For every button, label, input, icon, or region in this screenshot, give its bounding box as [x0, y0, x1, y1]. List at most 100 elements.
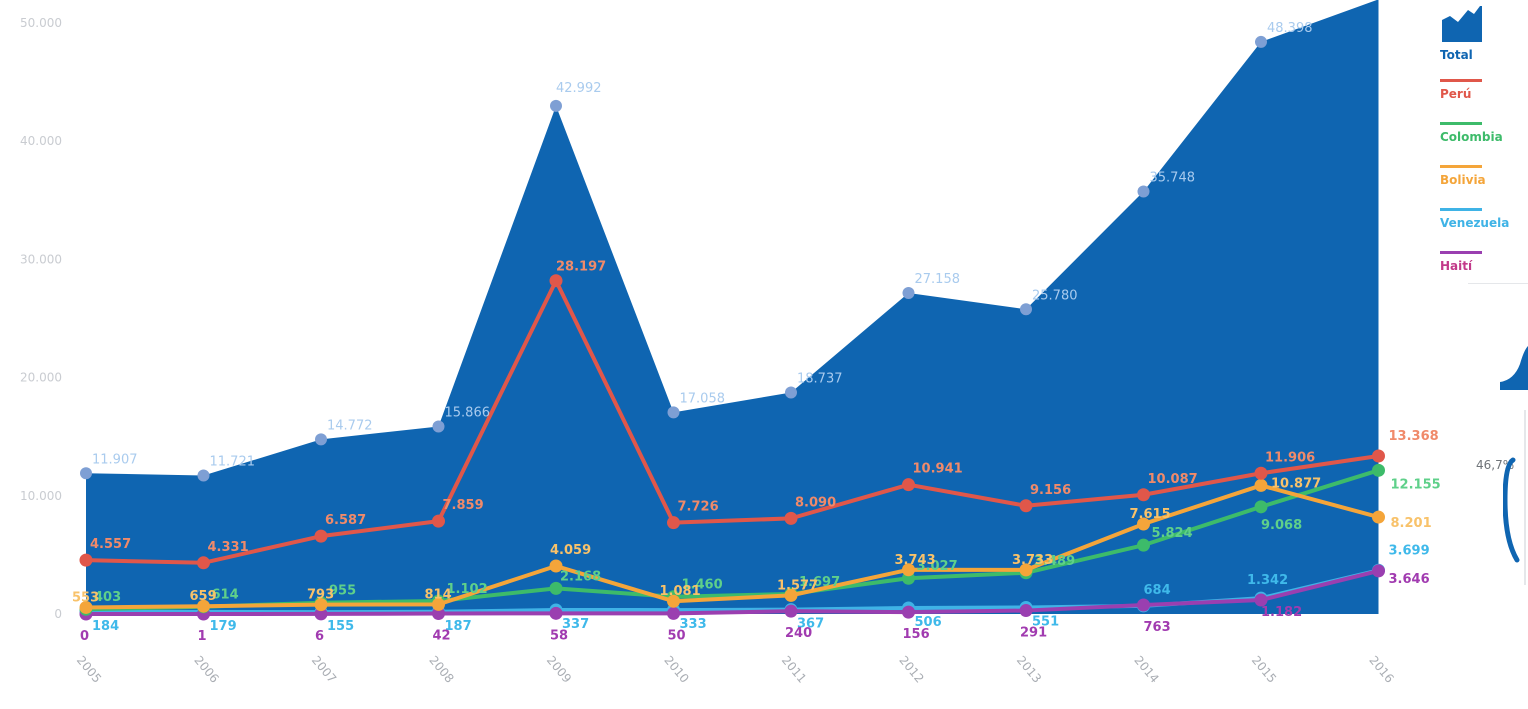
series-point: [432, 514, 445, 528]
data-label: 17.058: [680, 391, 726, 406]
data-label: 15.866: [445, 405, 491, 420]
area-chart-icon: [1442, 6, 1482, 42]
legend-item-venezuela[interactable]: Venezuela: [1436, 200, 1528, 243]
series-line-1: [85, 278, 1379, 565]
x-tick-label: 2016: [1366, 653, 1396, 685]
legend: Total Perú Colombia Bolivia Venezuela Ha…: [1436, 4, 1528, 286]
legend-label: Colombia: [1440, 130, 1503, 144]
legend-item-peru[interactable]: Perú: [1436, 71, 1528, 114]
series-point: [1254, 500, 1268, 514]
data-label: 553: [72, 590, 99, 605]
data-label: 58: [550, 628, 568, 643]
y-tick-label: 20.000: [20, 371, 62, 385]
data-label: 187: [445, 619, 472, 634]
total-point: [785, 386, 797, 399]
data-label: 6: [315, 629, 324, 644]
total-point: [80, 467, 92, 480]
series-point: [1019, 499, 1033, 513]
data-label: 659: [190, 589, 217, 604]
series-point: [314, 529, 328, 543]
total-point: [902, 286, 915, 299]
data-label: 240: [785, 626, 812, 641]
legend-item-colombia[interactable]: Colombia: [1436, 114, 1528, 157]
data-label: 4.331: [208, 540, 249, 555]
data-label: 6.587: [325, 513, 366, 528]
x-tick-label: 2009: [544, 653, 574, 685]
series-point: [1254, 466, 1268, 480]
data-label: 403: [94, 590, 121, 605]
x-tick-label: 2015: [1249, 653, 1279, 685]
legend-label: Bolivia: [1440, 173, 1486, 187]
data-label: 35.748: [1150, 170, 1196, 185]
legend-swatch: [1440, 79, 1482, 82]
data-label: 7.859: [443, 498, 484, 513]
series-point: [1137, 517, 1150, 531]
data-label: 42: [433, 629, 451, 644]
series-point: [1372, 463, 1385, 477]
data-label: 4.059: [550, 543, 591, 558]
series-point: [549, 606, 563, 620]
data-label: 367: [797, 617, 824, 632]
legend-item-haiti[interactable]: Haití: [1436, 243, 1528, 286]
series-point: [1137, 598, 1150, 612]
legend-swatch: [1440, 208, 1482, 211]
data-label: 1: [198, 629, 207, 644]
data-label: 4.557: [90, 537, 131, 552]
x-tick-label: 2013: [1014, 653, 1044, 685]
data-label: 9.068: [1261, 518, 1302, 533]
x-tick-label: 2011: [779, 653, 809, 685]
total-point: [550, 99, 562, 112]
series-point: [902, 563, 915, 577]
series-line-3: [85, 483, 1380, 610]
data-label: 13.368: [1389, 429, 1439, 444]
y-axis: 0 10.000 20.000 30.000 40.000 50.000: [20, 16, 62, 621]
data-label: 8.201: [1391, 516, 1432, 531]
series-line-5: [85, 568, 1379, 616]
series-point: [1372, 564, 1385, 578]
data-label: 3.027: [917, 559, 958, 574]
legend-swatch: [1440, 165, 1482, 168]
data-label: 2.168: [560, 569, 601, 584]
series-point: [79, 600, 93, 614]
total-point: [197, 469, 210, 482]
data-label: 42.992: [556, 81, 602, 96]
data-label: 25.780: [1032, 288, 1078, 303]
series-point: [1254, 593, 1268, 607]
data-label: 18.737: [797, 372, 843, 387]
series-point: [784, 588, 798, 602]
data-label: 11.906: [1265, 450, 1315, 465]
data-label: 3.646: [1389, 572, 1430, 587]
y-tick-label: 0: [54, 607, 62, 621]
series-point: [197, 599, 210, 613]
data-label: 179: [210, 619, 237, 634]
series-point: [549, 559, 563, 573]
y-tick-label: 40.000: [20, 134, 62, 148]
data-label: 155: [327, 619, 354, 634]
data-label: 684: [1144, 583, 1171, 598]
total-point: [1255, 35, 1267, 48]
data-label: 3.699: [1389, 543, 1430, 558]
series-point: [1372, 510, 1385, 524]
series-point: [784, 511, 798, 525]
x-tick-label: 2014: [1131, 653, 1161, 685]
x-tick-label: 2012: [896, 653, 926, 685]
data-label: 955: [329, 584, 356, 599]
data-label: 333: [680, 617, 707, 632]
data-label: 9.156: [1030, 483, 1071, 498]
legend-item-total[interactable]: Total: [1436, 4, 1528, 62]
series-point: [902, 605, 915, 619]
total-area: [86, 0, 1379, 614]
data-label: 12.155: [1391, 477, 1441, 492]
series-point: [549, 581, 563, 595]
y-tick-label: 50.000: [20, 16, 62, 30]
series-point: [667, 606, 680, 620]
data-label: 3.733: [1012, 553, 1053, 568]
series-point: [79, 553, 93, 567]
data-label: 27.158: [915, 272, 961, 287]
legend-item-bolivia[interactable]: Bolivia: [1436, 157, 1528, 200]
legend-swatch: [1440, 122, 1482, 125]
data-label: 11.721: [210, 454, 256, 469]
series-point: [902, 478, 915, 492]
data-label: 7.615: [1130, 507, 1171, 522]
